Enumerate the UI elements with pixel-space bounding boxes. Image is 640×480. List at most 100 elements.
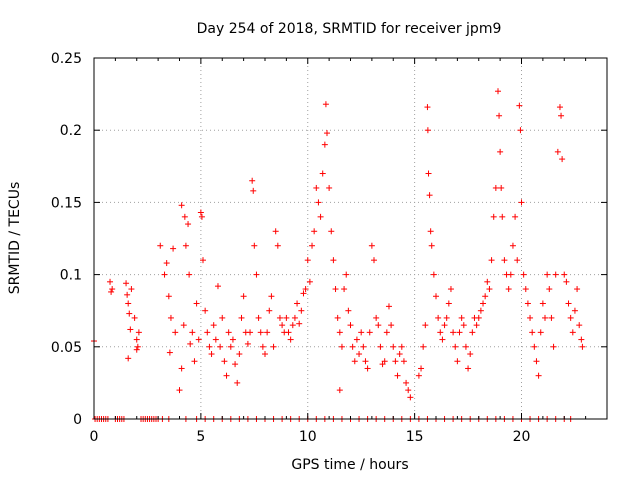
data-point bbox=[482, 293, 489, 300]
data-point bbox=[276, 314, 283, 321]
data-point bbox=[347, 322, 354, 329]
data-point bbox=[178, 202, 185, 209]
data-point bbox=[247, 329, 254, 336]
data-point bbox=[330, 257, 337, 264]
data-point bbox=[135, 329, 142, 336]
data-point bbox=[291, 314, 298, 321]
data-point bbox=[480, 300, 487, 307]
data-point bbox=[535, 372, 542, 379]
data-point bbox=[336, 329, 343, 336]
data-point bbox=[396, 351, 403, 358]
data-point bbox=[403, 379, 410, 386]
data-point bbox=[238, 314, 245, 321]
data-point bbox=[477, 307, 484, 314]
data-point bbox=[505, 286, 512, 293]
axis-ticks bbox=[93, 57, 607, 420]
data-point bbox=[439, 336, 446, 343]
data-point bbox=[178, 365, 185, 372]
data-point bbox=[170, 245, 177, 252]
data-point bbox=[249, 177, 256, 184]
data-point bbox=[262, 351, 268, 358]
data-point bbox=[221, 358, 228, 365]
data-point bbox=[185, 221, 192, 228]
data-point bbox=[204, 329, 211, 336]
data-point bbox=[257, 329, 264, 336]
data-point bbox=[272, 228, 279, 235]
data-point bbox=[225, 329, 232, 336]
data-point bbox=[131, 314, 138, 321]
data-point bbox=[227, 343, 234, 350]
data-point bbox=[579, 343, 586, 350]
data-point bbox=[294, 300, 301, 307]
data-point bbox=[328, 228, 335, 235]
data-point bbox=[289, 322, 296, 329]
data-point bbox=[167, 314, 174, 321]
data-point bbox=[180, 322, 187, 329]
data-point bbox=[109, 286, 116, 293]
data-point bbox=[533, 358, 540, 365]
data-point bbox=[259, 343, 266, 350]
data-point bbox=[467, 351, 474, 358]
data-point bbox=[323, 130, 330, 137]
data-point bbox=[554, 148, 561, 155]
data-point bbox=[240, 293, 247, 300]
data-point bbox=[315, 199, 322, 206]
data-point bbox=[285, 329, 292, 336]
data-point bbox=[287, 336, 294, 343]
data-point bbox=[518, 199, 525, 206]
data-point bbox=[306, 278, 313, 285]
data-point bbox=[125, 355, 132, 362]
data-point bbox=[161, 271, 168, 278]
data-point bbox=[425, 170, 432, 177]
data-point bbox=[563, 278, 570, 285]
data-point bbox=[475, 314, 482, 321]
data-point bbox=[353, 336, 360, 343]
data-point bbox=[415, 372, 422, 379]
data-point bbox=[322, 101, 329, 108]
data-point bbox=[398, 343, 405, 350]
data-point bbox=[236, 351, 243, 358]
data-point bbox=[128, 286, 135, 293]
y-axis-label: SRMTID / TECUs bbox=[7, 182, 23, 295]
data-point bbox=[418, 365, 425, 372]
data-point bbox=[433, 293, 439, 300]
data-point bbox=[206, 343, 213, 350]
data-point bbox=[251, 242, 258, 249]
data-point bbox=[165, 293, 172, 300]
data-point bbox=[234, 379, 241, 386]
data-point bbox=[358, 329, 365, 336]
data-point bbox=[343, 271, 350, 278]
data-point bbox=[490, 213, 497, 220]
x-tick-labels: 0 5 10 15 20 bbox=[90, 429, 531, 445]
data-point bbox=[364, 365, 371, 372]
data-points bbox=[91, 88, 586, 422]
data-point bbox=[424, 104, 431, 111]
data-point bbox=[368, 242, 375, 249]
x-axis-label: GPS time / hours bbox=[291, 457, 408, 473]
data-point bbox=[193, 300, 200, 307]
data-point bbox=[317, 213, 324, 220]
data-point bbox=[400, 358, 407, 365]
data-point bbox=[181, 213, 188, 220]
data-point bbox=[565, 300, 572, 307]
data-point bbox=[223, 372, 230, 379]
data-point bbox=[458, 314, 465, 321]
data-point bbox=[270, 343, 277, 350]
data-point bbox=[264, 329, 271, 336]
data-point bbox=[559, 156, 566, 163]
data-point bbox=[390, 343, 397, 350]
y-tick-label: 0.1 bbox=[60, 268, 82, 284]
data-point bbox=[492, 184, 499, 191]
data-point bbox=[298, 307, 305, 314]
data-point bbox=[371, 257, 378, 264]
data-point bbox=[546, 286, 553, 293]
data-point bbox=[133, 346, 140, 353]
data-point bbox=[279, 322, 286, 329]
data-point bbox=[195, 336, 202, 343]
data-point bbox=[462, 343, 469, 350]
data-point bbox=[450, 329, 457, 336]
data-point bbox=[494, 88, 501, 95]
data-point bbox=[445, 300, 452, 307]
y-tick-labels: 0 0.05 0.1 0.15 0.2 0.25 bbox=[51, 51, 82, 428]
